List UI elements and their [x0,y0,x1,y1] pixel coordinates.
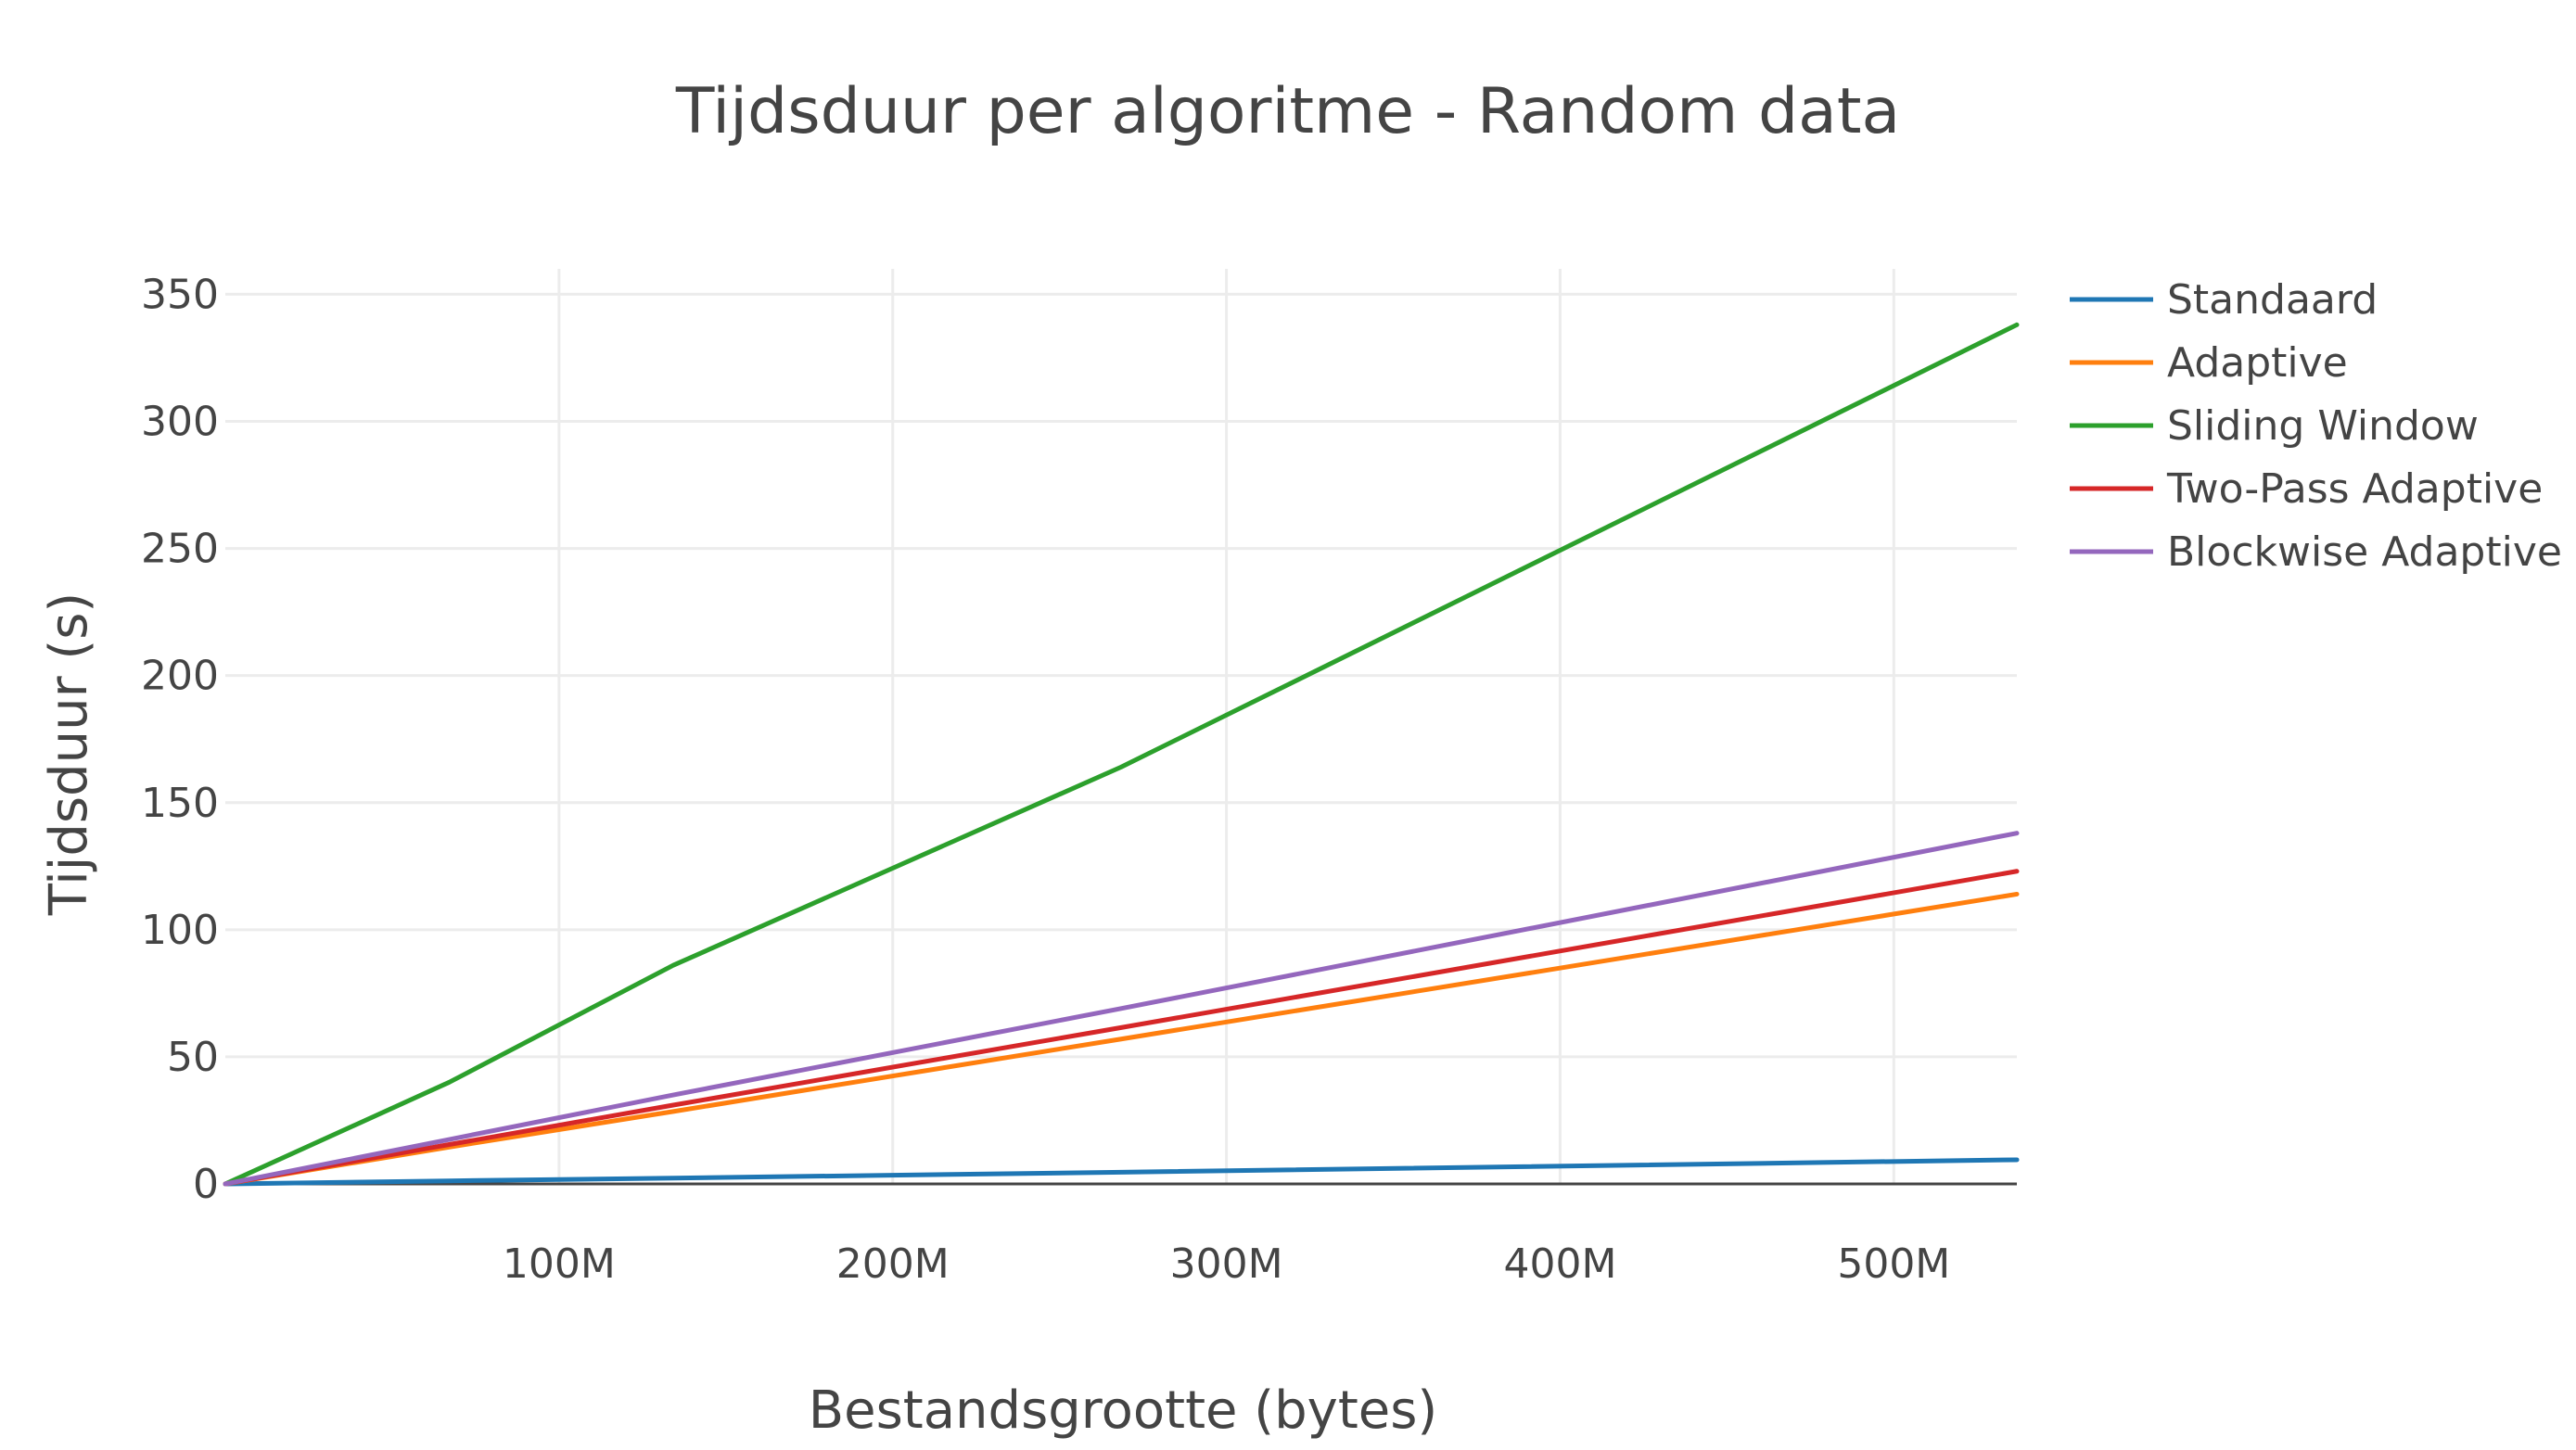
series-line-4 [223,869,2020,1187]
legend-item: Adaptive [2070,339,2348,387]
y-tick-label: 0 [193,1161,219,1208]
legend-label: Adaptive [2167,339,2348,387]
y-tick-label: 200 [141,653,219,700]
series-lines [223,322,2020,1187]
axes: 100M 200M 300M 400M 500M 0 50 100 150 200 250 300 35… [141,271,2017,1288]
legend-label: Blockwise Adaptive [2167,528,2562,576]
y-tick-label: 300 [141,399,219,446]
grid [225,269,2017,1184]
x-tick-label: 100M [503,1240,616,1288]
legend-item: Sliding Window [2070,402,2479,450]
y-axis-title: Tijdsduur (s) [39,592,99,917]
series-line-2 [223,891,2020,1187]
x-tick-label: 400M [1503,1240,1616,1288]
series-line-3 [223,322,2020,1187]
legend-item: Two-Pass Adaptive [2070,465,2543,513]
legend-label: Two-Pass Adaptive [2166,465,2543,513]
y-tick-label: 250 [141,526,219,573]
x-tick-label: 300M [1170,1240,1283,1288]
legend: Standaard Adaptive Sliding Window Two-Pass … [2070,276,2562,576]
x-axis-title: Bestandsgrootte (bytes) [809,1380,1438,1441]
series-line-1 [223,1157,2020,1187]
x-tick-label: 500M [1837,1240,1950,1288]
legend-item: Standaard [2070,276,2378,324]
legend-label: Standaard [2167,276,2378,324]
x-tick-label: 200M [836,1240,950,1288]
legend-item: Blockwise Adaptive [2070,528,2562,576]
y-tick-label: 150 [141,780,219,827]
series-line-5 [223,831,2020,1187]
y-tick-label: 350 [141,271,219,318]
y-tick-label: 50 [167,1034,219,1081]
chart-title: Tijdsduur per algoritme - Random data [675,75,1900,148]
legend-label: Sliding Window [2167,402,2479,450]
y-tick-label: 100 [141,907,219,954]
